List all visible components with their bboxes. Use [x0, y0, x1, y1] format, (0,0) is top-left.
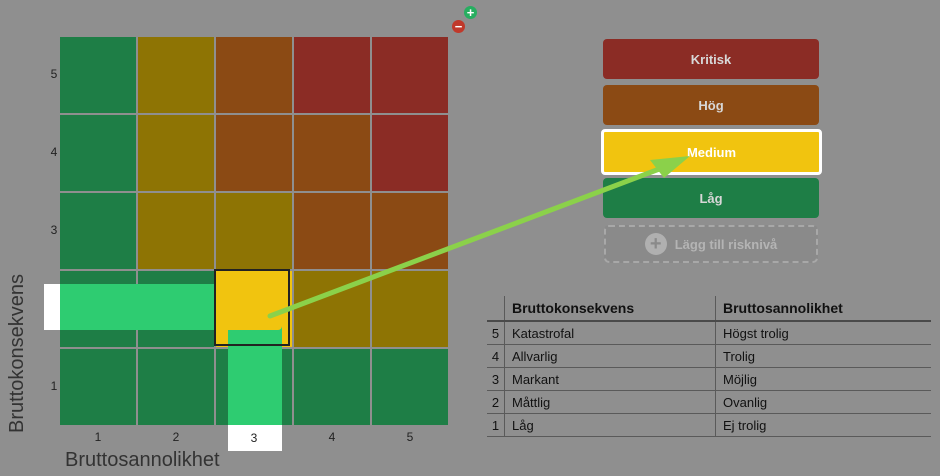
- table-row: 3 Markant Möjlig: [487, 367, 931, 391]
- matrix-cell[interactable]: [60, 193, 136, 269]
- legend-probability: Möjlig: [715, 367, 931, 391]
- x-tick-label: 2: [172, 430, 180, 444]
- legend-header-consequence: Bruttokonsekvens: [504, 296, 716, 322]
- legend-header-row: Bruttokonsekvens Bruttosannolikhet: [487, 296, 931, 322]
- column-highlight-pad: [228, 425, 282, 451]
- legend-probability: Ej trolig: [715, 413, 931, 437]
- matrix-cell[interactable]: [216, 37, 292, 113]
- row-highlight: [60, 284, 215, 330]
- matrix-cell[interactable]: [294, 349, 370, 425]
- x-tick-label: 1: [94, 430, 102, 444]
- legend-probability: Högst trolig: [715, 321, 931, 345]
- legend-table: Bruttokonsekvens Bruttosannolikhet 5 Kata…: [487, 296, 931, 437]
- risk-level-label: Låg: [699, 190, 723, 206]
- matrix-cell[interactable]: [372, 37, 448, 113]
- table-row: 5 Katastrofal Högst trolig: [487, 321, 931, 345]
- risk-level-2-button[interactable]: Hög: [603, 85, 819, 125]
- matrix-cell[interactable]: [138, 115, 214, 191]
- matrix-cell[interactable]: [60, 115, 136, 191]
- legend-consequence: Måttlig: [504, 390, 716, 414]
- legend-index: 5: [487, 321, 505, 345]
- y-tick-label: 3: [50, 223, 58, 237]
- add-risk-level-button[interactable]: + Lägg till risknivå: [604, 225, 818, 263]
- x-axis-label: Bruttosannolikhet: [65, 449, 220, 471]
- y-tick-label: 4: [50, 145, 58, 159]
- x-tick-label: 5: [406, 430, 414, 444]
- zoom-out-icon[interactable]: −: [452, 20, 465, 33]
- table-row: 2 Måttlig Ovanlig: [487, 390, 931, 414]
- y-tick-label: 5: [50, 67, 58, 81]
- matrix-cell[interactable]: [60, 349, 136, 425]
- legend-consequence: Markant: [504, 367, 716, 391]
- matrix-cell[interactable]: [372, 349, 448, 425]
- risk-level-4-button[interactable]: Låg: [603, 178, 819, 218]
- legend-header-probability: Bruttosannolikhet: [715, 296, 931, 322]
- legend-index: 3: [487, 367, 505, 391]
- legend-consequence: Katastrofal: [504, 321, 716, 345]
- risk-level-label: Medium: [686, 144, 737, 160]
- matrix-cell[interactable]: [216, 115, 292, 191]
- plus-circle-icon: +: [644, 233, 667, 255]
- selected-cell[interactable]: [215, 284, 282, 330]
- legend-probability: Ovanlig: [715, 390, 931, 414]
- matrix-cell[interactable]: [372, 115, 448, 191]
- legend-consequence: Allvarlig: [504, 344, 716, 368]
- matrix-cell[interactable]: [294, 37, 370, 113]
- table-row: 1 Låg Ej trolig: [487, 413, 931, 437]
- legend-consequence: Låg: [504, 413, 716, 437]
- legend-index: 2: [487, 390, 505, 414]
- add-risk-level-label: Lägg till risknivå: [674, 236, 778, 252]
- matrix-cell[interactable]: [60, 37, 136, 113]
- legend-probability: Trolig: [715, 344, 931, 368]
- x-tick-label: 3: [250, 431, 258, 445]
- legend-index: 1: [487, 413, 505, 437]
- legend-header-index: [487, 296, 505, 322]
- risk-level-label: Hög: [698, 97, 724, 113]
- row-highlight-pad: [44, 284, 60, 330]
- legend-index: 4: [487, 344, 505, 368]
- risk-level-1-button[interactable]: Kritisk: [603, 39, 819, 79]
- matrix-cell[interactable]: [138, 349, 214, 425]
- risk-level-3-button[interactable]: Medium: [601, 129, 822, 175]
- x-tick-label: 4: [328, 430, 336, 444]
- matrix-cell[interactable]: [294, 115, 370, 191]
- matrix-cell[interactable]: [372, 193, 448, 269]
- matrix-cell[interactable]: [294, 193, 370, 269]
- matrix-cell[interactable]: [138, 37, 214, 113]
- risk-level-label: Kritisk: [690, 51, 732, 67]
- table-row: 4 Allvarlig Trolig: [487, 344, 931, 368]
- matrix-cell[interactable]: [372, 271, 448, 347]
- column-highlight: [228, 318, 282, 425]
- matrix-cell[interactable]: [138, 193, 214, 269]
- y-tick-label: 1: [50, 379, 58, 393]
- matrix-cell[interactable]: [216, 193, 292, 269]
- zoom-in-icon[interactable]: +: [464, 6, 477, 19]
